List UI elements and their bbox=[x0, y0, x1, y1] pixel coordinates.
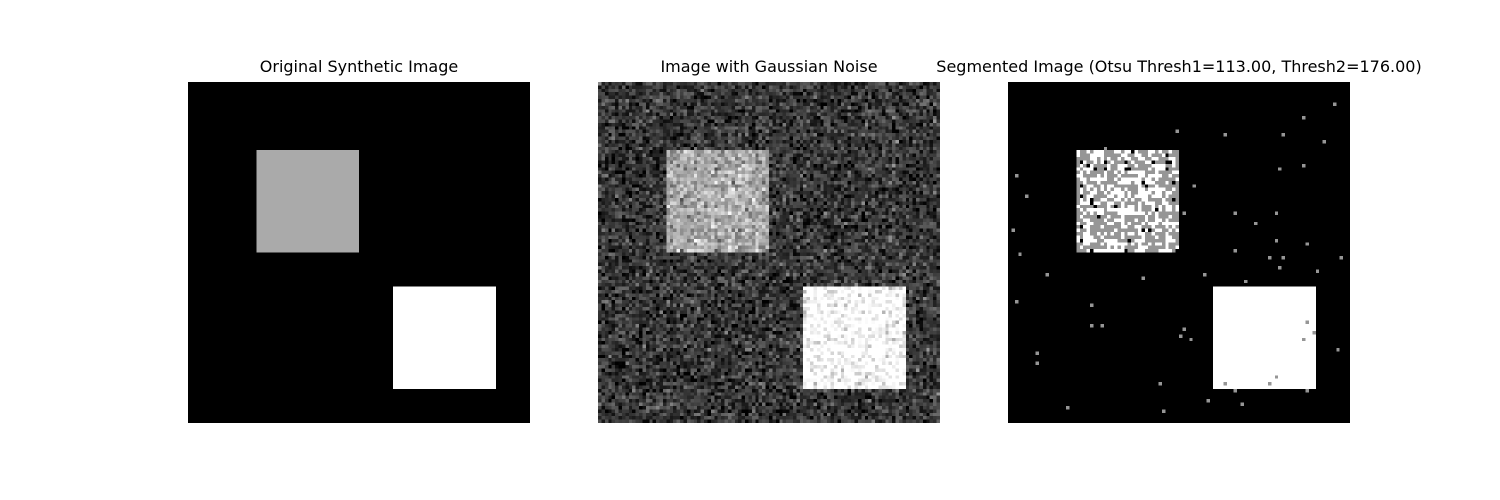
segmented-image-panel bbox=[1008, 82, 1350, 423]
panel-title-segmented: Segmented Image (Otsu Thresh1=113.00, Th… bbox=[936, 57, 1422, 76]
original-image-panel bbox=[188, 82, 530, 423]
noisy-image-panel bbox=[598, 82, 940, 423]
panel-title-original: Original Synthetic Image bbox=[259, 57, 459, 76]
panel-title-noisy: Image with Gaussian Noise bbox=[660, 57, 878, 76]
